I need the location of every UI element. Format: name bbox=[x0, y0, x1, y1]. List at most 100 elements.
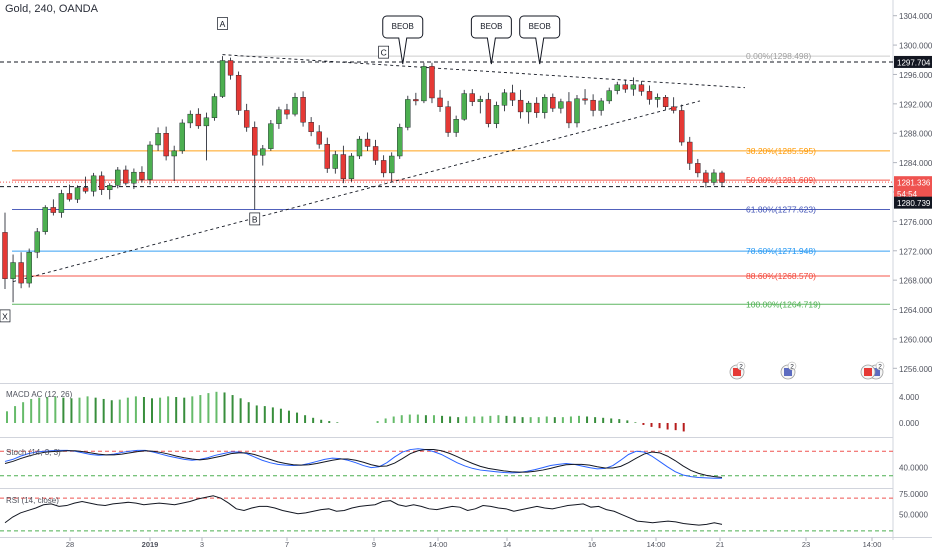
candle-body bbox=[477, 99, 484, 102]
rsi-axis-label: 50.0000 bbox=[899, 511, 928, 520]
candle-body bbox=[227, 60, 234, 76]
price-axis-marker-label: 54:54 bbox=[897, 190, 918, 199]
candle-body bbox=[397, 127, 403, 157]
candle-body bbox=[10, 262, 16, 279]
candle-body bbox=[364, 138, 371, 147]
candle-body bbox=[453, 119, 459, 133]
time-axis-label: 23 bbox=[802, 540, 810, 549]
candle-body bbox=[356, 138, 363, 157]
flag-icon bbox=[872, 368, 880, 376]
candle-body bbox=[687, 141, 693, 164]
time-axis-label: 28 bbox=[66, 540, 74, 549]
candle-body bbox=[711, 172, 717, 183]
candle-body bbox=[131, 171, 137, 184]
time-axis-label: 14:00 bbox=[863, 540, 882, 549]
candle-body bbox=[437, 97, 443, 107]
candle-body bbox=[276, 109, 282, 124]
candle-body bbox=[429, 66, 435, 99]
candle-body bbox=[662, 97, 669, 107]
candle-body bbox=[622, 84, 629, 90]
candle-body bbox=[348, 155, 355, 179]
candle-body bbox=[630, 84, 637, 90]
time-axis-label: 9 bbox=[372, 540, 376, 549]
event-count-badge bbox=[787, 361, 797, 371]
candle-body bbox=[388, 155, 395, 174]
candle-body bbox=[606, 90, 612, 102]
price-axis-label: 1276.000 bbox=[899, 218, 932, 227]
candle-body bbox=[235, 74, 242, 111]
candle-body bbox=[574, 98, 580, 124]
beob-callout-bubble bbox=[470, 15, 512, 65]
time-axis-label: 7 bbox=[285, 540, 289, 549]
candle-body bbox=[372, 146, 379, 161]
candle-body bbox=[50, 207, 57, 213]
price-axis-label: 1284.000 bbox=[899, 159, 932, 168]
price-axis-label: 1272.000 bbox=[899, 247, 932, 256]
time-axis-label: 14 bbox=[503, 540, 511, 549]
candle-body bbox=[380, 160, 387, 174]
candle-body bbox=[203, 117, 210, 127]
candle-body bbox=[614, 84, 620, 91]
price-axis-marker-label: 1280.739 bbox=[897, 199, 931, 208]
macd-axis-label: 4.000 bbox=[899, 393, 920, 402]
candle-body bbox=[316, 131, 322, 145]
point-label-box bbox=[249, 212, 261, 226]
fib-level-label: 0.00%(1298.498) bbox=[746, 51, 811, 61]
point-label-box bbox=[0, 309, 11, 323]
price-axis-marker bbox=[894, 196, 932, 209]
beob-callout-label: BEOB bbox=[480, 22, 502, 31]
candle-body bbox=[147, 144, 153, 180]
candle-body bbox=[525, 102, 532, 113]
rsi-label: RSI (14, close) bbox=[6, 496, 59, 505]
candle-body bbox=[566, 101, 572, 124]
event-count-label: 2 bbox=[739, 364, 743, 371]
candle-body bbox=[58, 193, 65, 213]
price-axis-label: 1304.000 bbox=[899, 12, 932, 21]
candle-body bbox=[469, 93, 475, 102]
candle-body bbox=[445, 106, 451, 133]
candle-body bbox=[542, 97, 548, 113]
price-axis-label: 1260.000 bbox=[899, 335, 932, 344]
candle-body bbox=[107, 185, 113, 190]
lower-trendline bbox=[12, 100, 701, 283]
candle-body bbox=[115, 169, 121, 186]
candle-body bbox=[509, 92, 516, 101]
stoch-k-line bbox=[4, 448, 722, 479]
candle-body bbox=[34, 231, 40, 253]
candle-body bbox=[340, 154, 347, 179]
candle-body bbox=[243, 110, 250, 128]
candle-body bbox=[654, 97, 661, 100]
chart-title: Gold, 240, OANDA bbox=[5, 3, 98, 15]
candle-body bbox=[187, 113, 193, 124]
candle-body bbox=[74, 187, 81, 200]
candle-body bbox=[123, 169, 129, 184]
candle-body bbox=[163, 133, 169, 157]
candle-body bbox=[485, 99, 492, 124]
price-axis-label: 1300.000 bbox=[899, 42, 932, 51]
candle-body bbox=[550, 97, 556, 109]
event-count-label: 2 bbox=[878, 364, 882, 371]
candle-body bbox=[719, 172, 725, 183]
fib-level-label: 38.20%(1285.595) bbox=[746, 146, 816, 156]
candle-body bbox=[405, 99, 411, 128]
candle-body bbox=[300, 97, 306, 123]
fib-level-label: 61.80%(1277.623) bbox=[746, 204, 816, 214]
price-axis-label: 1288.000 bbox=[899, 130, 932, 139]
price-axis-marker-label: 1281.336 bbox=[897, 179, 931, 188]
point-label: B bbox=[252, 214, 258, 224]
candle-body bbox=[155, 133, 161, 146]
candle-body bbox=[98, 175, 105, 190]
candle-body bbox=[638, 84, 645, 92]
time-axis-label: 21 bbox=[716, 540, 724, 549]
flag-icon bbox=[864, 368, 872, 376]
price-axis-marker bbox=[894, 55, 932, 68]
candle-body bbox=[421, 66, 427, 102]
candle-body bbox=[179, 122, 185, 152]
beob-callout-label: BEOB bbox=[529, 22, 551, 31]
candle-body bbox=[139, 171, 145, 180]
candle-body bbox=[90, 175, 97, 192]
flag-icon bbox=[784, 368, 792, 376]
candle-body bbox=[517, 99, 524, 113]
